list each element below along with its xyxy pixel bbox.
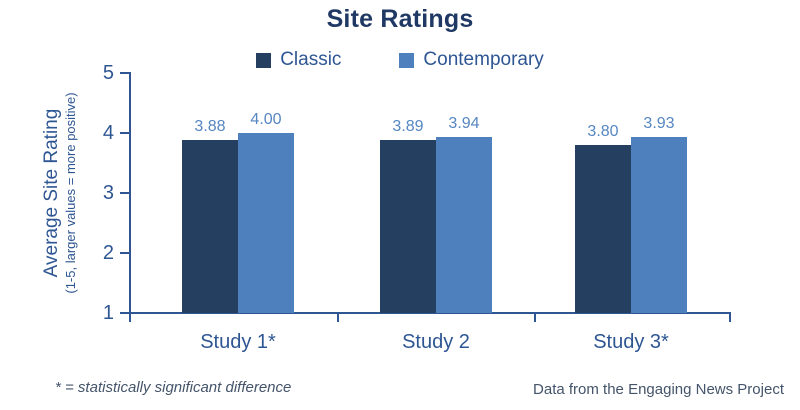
- legend-swatch-classic: [256, 52, 272, 68]
- y-tick-label: 4: [102, 122, 114, 144]
- x-axis-tick: [729, 314, 731, 322]
- y-tick-label: 1: [102, 302, 114, 324]
- bar-value-label: 3.93: [643, 115, 675, 132]
- legend-item-classic: Classic: [256, 49, 341, 71]
- y-tick-label: 3: [102, 182, 114, 204]
- bar-classic-2: [380, 140, 436, 313]
- y-axis-tick: [120, 72, 129, 74]
- bar-contemporary-1: [238, 133, 294, 313]
- chart-title: Site Ratings: [326, 5, 474, 33]
- x-category-label: Study 2: [402, 331, 470, 353]
- legend-label-contemporary: Contemporary: [423, 49, 544, 70]
- y-axis-title-sub: (1-5, larger values = more positive): [63, 92, 78, 294]
- x-category-label: Study 1*: [200, 331, 276, 353]
- y-tick-label: 2: [102, 242, 114, 264]
- bar-contemporary-2: [436, 137, 492, 313]
- legend: Classic Contemporary: [0, 49, 800, 71]
- legend-label-classic: Classic: [280, 49, 342, 70]
- y-axis-tick: [120, 132, 129, 134]
- y-tick-label: 5: [102, 62, 114, 84]
- bar-value-label: 3.88: [194, 118, 226, 135]
- x-axis-tick: [337, 314, 339, 322]
- bar-classic-3: [575, 145, 631, 313]
- y-axis-tick: [120, 312, 129, 314]
- x-axis-tick: [534, 314, 536, 322]
- bar-value-label: 3.89: [392, 118, 424, 135]
- legend-item-contemporary: Contemporary: [399, 49, 544, 71]
- bar-value-label: 3.94: [448, 115, 480, 132]
- y-axis-tick: [120, 252, 129, 254]
- significance-footnote: * = statistically significant difference: [55, 379, 292, 396]
- x-axis-tick: [129, 314, 131, 322]
- bar-value-label: 4.00: [250, 111, 282, 128]
- x-axis-line: [129, 312, 731, 314]
- y-axis-tick: [120, 192, 129, 194]
- y-axis-title: Average Site Rating (1-5, larger values …: [41, 63, 79, 323]
- bar-classic-1: [182, 140, 238, 313]
- data-source-footnote: Data from the Engaging News Project: [533, 381, 784, 398]
- bar-value-label: 3.80: [587, 123, 619, 140]
- y-axis-title-main: Average Site Rating: [41, 108, 62, 278]
- legend-swatch-contemporary: [399, 52, 415, 68]
- y-axis-line: [129, 72, 131, 313]
- bar-contemporary-3: [631, 137, 687, 313]
- x-category-label: Study 3*: [593, 331, 669, 353]
